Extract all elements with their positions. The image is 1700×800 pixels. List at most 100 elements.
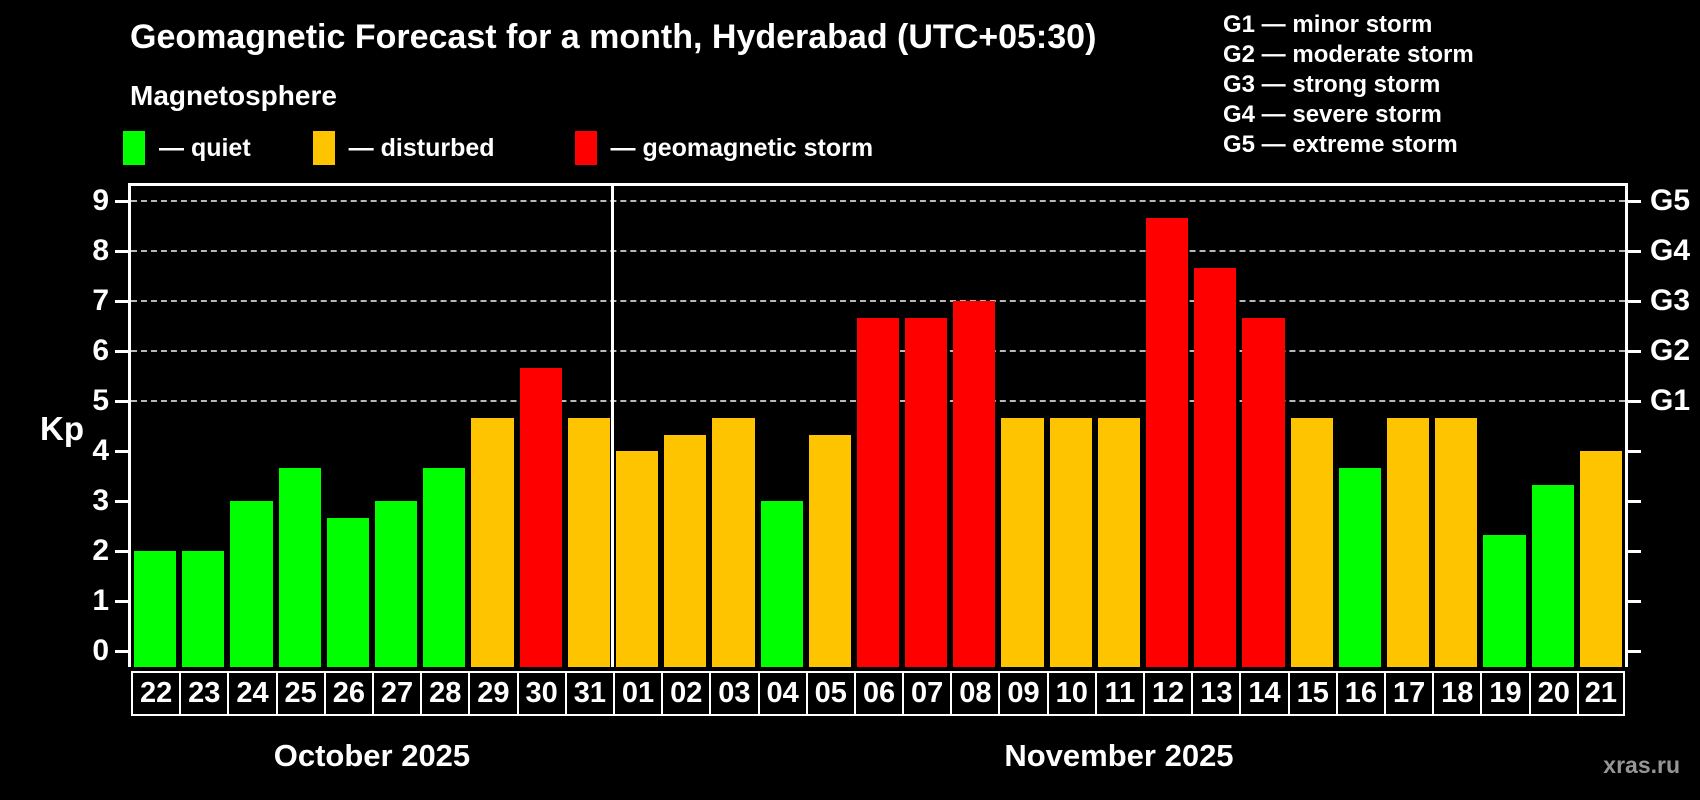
date-cell-14: 14 [1239,671,1290,716]
storm-scale-line-g4: G4 — severe storm [1223,101,1442,128]
date-cell-17: 17 [1384,671,1435,716]
kp-bar-11 [1097,417,1141,667]
date-cell-25: 25 [275,671,326,716]
kp-bar-22 [134,551,177,667]
y-axis-tick-left-5 [115,400,128,403]
date-cell-08: 08 [950,671,1001,716]
disturbed-swatch-icon [312,131,335,165]
kp-bar-19 [1483,534,1526,667]
storm-scale-line-g2: G2 — moderate storm [1223,41,1474,68]
legend-label-disturbed: — disturbed [348,133,495,162]
y-axis-tick-right-8 [1628,250,1641,253]
y-axis-tick-right-0 [1628,650,1641,653]
date-cell-13: 13 [1191,671,1242,716]
kp-bar-03 [712,417,755,667]
watermark: xras.ru [1603,752,1680,778]
y-axis-label-5: 5 [92,384,109,417]
y-axis-tick-right-1 [1628,600,1641,603]
kp-bar-15 [1290,417,1333,667]
y-axis-tick-left-4 [115,450,128,453]
legend-label-storm: — geomagnetic storm [610,133,874,162]
kp-bar-16 [1338,467,1382,667]
kp-bar-02 [664,434,707,667]
legend-item-storm: — geomagnetic storm [574,131,874,165]
legend-item-disturbed: — disturbed [312,131,495,165]
g-level-label-g3: G3 [1650,284,1691,317]
kp-bar-31 [567,417,610,667]
kp-bar-21 [1579,451,1622,667]
legend-item-quiet: — quiet [123,131,251,165]
date-cell-29: 29 [468,671,519,716]
y-axis-tick-left-7 [115,300,128,303]
y-axis-title: Kp [40,410,84,447]
kp-bar-27 [374,501,418,667]
y-axis-label-1: 1 [92,584,109,617]
y-axis-label-7: 7 [92,284,109,317]
date-cell-16: 16 [1335,671,1387,716]
gridline-kp8 [131,250,1625,252]
kp-bar-08 [953,301,996,667]
y-axis-label-4: 4 [92,434,109,467]
date-cell-30: 30 [516,671,567,716]
kp-bar-30 [519,367,562,667]
kp-bar-10 [1049,417,1092,667]
g-level-label-g5: G5 [1650,184,1691,217]
date-cell-19: 19 [1480,671,1531,716]
page-title: Geomagnetic Forecast for a month, Hydera… [130,18,1097,56]
g-level-label-g2: G2 [1650,334,1691,367]
kp-bar-13 [1194,267,1237,667]
date-cell-11: 11 [1094,671,1146,716]
kp-bar-09 [1001,417,1044,667]
storm-scale-line-g1: G1 — minor storm [1223,11,1433,38]
kp-bar-07 [905,317,948,667]
date-axis-row: 22 23 24 25 26 27 28 29 30 31 01 02 03 04 05 06 07 08 09 10… [131,671,1625,716]
y-axis-tick-left-1 [115,600,128,603]
kp-bar-12 [1146,217,1189,667]
date-cell-09: 09 [998,671,1049,716]
date-cell-31: 31 [564,671,615,716]
date-cell-15: 15 [1287,671,1338,716]
y-axis-tick-left-0 [115,650,128,653]
y-axis-tick-right-7 [1628,300,1641,303]
date-cell-06: 06 [853,671,905,716]
kp-bar-04 [760,501,803,667]
kp-bar-01 [615,451,659,667]
date-cell-22: 22 [131,671,182,716]
y-axis-label-0: 0 [92,634,109,667]
status-legend: — quiet — disturbed — geomagnetic storm [123,128,873,168]
date-cell-04: 04 [757,671,808,716]
y-axis-tick-right-3 [1628,500,1641,503]
kp-bar-25 [278,467,321,667]
y-axis-label-9: 9 [92,184,109,217]
date-cell-12: 12 [1143,671,1194,716]
y-axis-label-6: 6 [92,334,109,367]
kp-bar-06 [856,317,900,667]
storm-scale-line-g3: G3 — strong storm [1223,71,1441,98]
date-cell-10: 10 [1046,671,1097,716]
y-axis-tick-right-6 [1628,350,1641,353]
gridline-kp7 [131,300,1625,302]
date-cell-02: 02 [661,671,712,716]
kp-bar-29 [471,417,514,667]
kp-bar-17 [1387,417,1430,667]
kp-bar-28 [423,467,466,667]
y-axis-tick-right-2 [1628,550,1641,553]
chart-subtitle: Magnetosphere [130,80,337,111]
y-axis-tick-right-5 [1628,400,1641,403]
y-axis-tick-left-8 [115,250,128,253]
date-cell-26: 26 [323,671,374,716]
month-separator [611,183,615,667]
date-cell-21: 21 [1576,671,1625,716]
kp-bar-18 [1435,417,1478,667]
storm-scale-line-g5: G5 — extreme storm [1223,131,1458,158]
y-axis-label-3: 3 [92,484,109,517]
date-cell-18: 18 [1432,671,1483,716]
kp-bar-14 [1242,317,1285,667]
storm-swatch-icon [574,131,597,165]
plot-area [131,183,1625,667]
y-axis-tick-left-3 [115,500,128,503]
date-cell-20: 20 [1528,671,1579,716]
kp-bar-24 [230,501,273,667]
y-axis-tick-left-6 [115,350,128,353]
